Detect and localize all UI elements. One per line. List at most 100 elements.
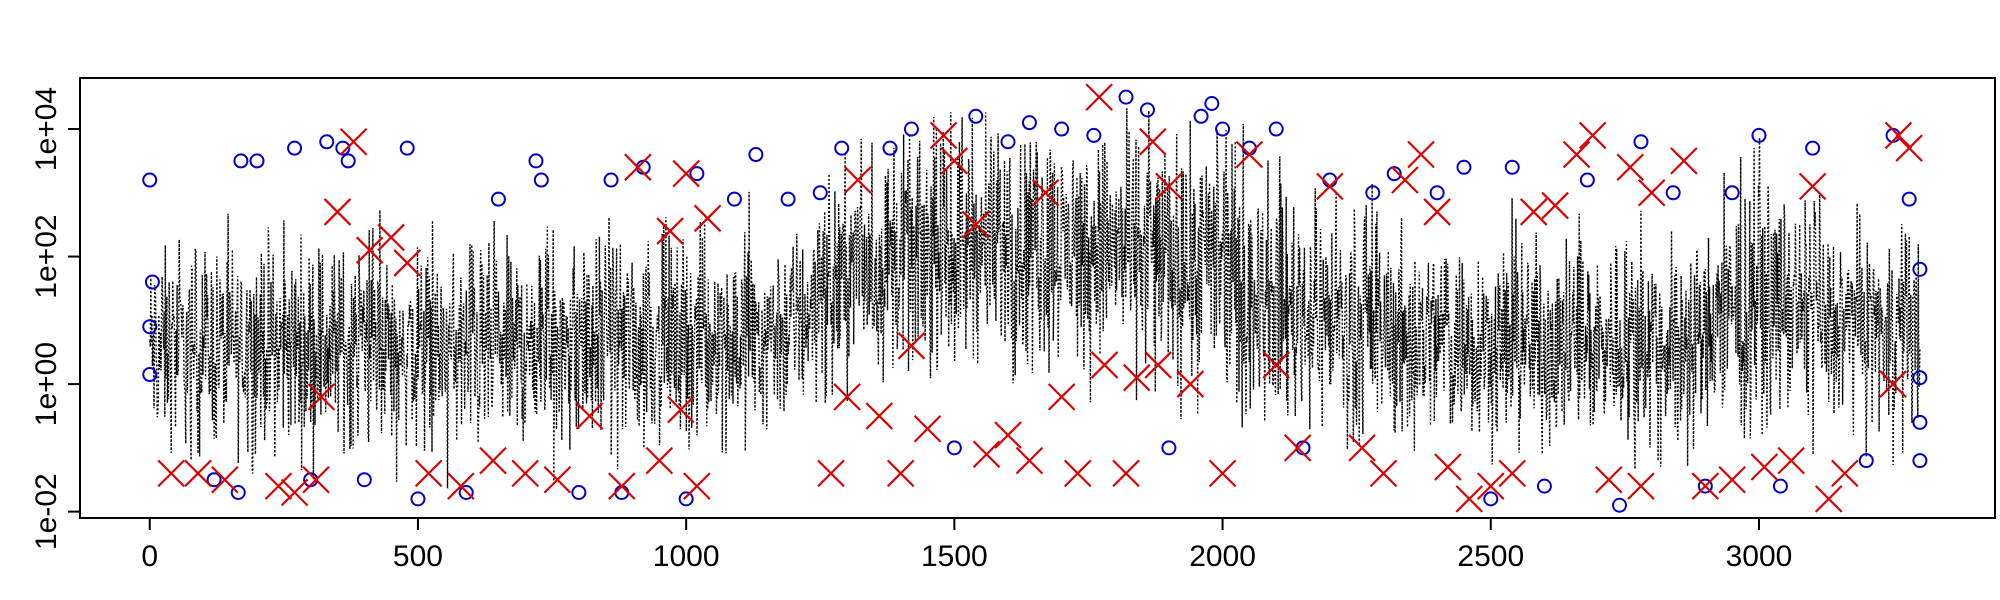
x-tick-label: 500 bbox=[393, 540, 443, 573]
circle-point-31 bbox=[882, 140, 898, 156]
circle-point-33 bbox=[946, 440, 962, 456]
circle-point-52 bbox=[1456, 159, 1472, 175]
cross-point-24 bbox=[683, 472, 711, 500]
cross-point-76 bbox=[1777, 446, 1805, 475]
cross-point-51 bbox=[1235, 140, 1264, 169]
cross-point-70 bbox=[1627, 472, 1655, 500]
cross-point-25 bbox=[693, 204, 722, 233]
circle-point-41 bbox=[1161, 440, 1177, 456]
cross-point-31 bbox=[897, 332, 926, 360]
circle-point-21 bbox=[603, 172, 619, 188]
cross-point-20 bbox=[645, 446, 674, 475]
circle-point-17 bbox=[490, 191, 506, 207]
cross-point-23 bbox=[672, 159, 700, 188]
series-cross-markers bbox=[157, 83, 1923, 513]
cross-point-5 bbox=[302, 465, 330, 494]
x-tick-label: 2000 bbox=[1189, 540, 1256, 573]
circle-point-10 bbox=[319, 134, 335, 150]
cross-point-9 bbox=[355, 236, 384, 264]
cross-point-62 bbox=[1476, 472, 1505, 500]
circle-point-20 bbox=[571, 484, 587, 500]
circle-point-32 bbox=[903, 121, 919, 137]
cross-point-29 bbox=[865, 402, 894, 430]
line-segment-7 bbox=[1275, 156, 1439, 451]
circle-point-34 bbox=[968, 108, 984, 124]
cross-point-56 bbox=[1369, 459, 1398, 488]
circle-point-37 bbox=[1054, 121, 1070, 137]
circle-point-55 bbox=[1536, 478, 1552, 494]
circle-point-44 bbox=[1215, 121, 1231, 137]
circle-point-59 bbox=[1665, 185, 1681, 201]
circle-point-15 bbox=[410, 491, 426, 507]
series-dotted-line bbox=[149, 108, 1921, 489]
x-tick-label: 2500 bbox=[1457, 540, 1524, 573]
cross-point-22 bbox=[667, 395, 695, 424]
circle-point-30 bbox=[834, 140, 850, 156]
circle-point-43 bbox=[1204, 96, 1220, 112]
circle-point-0 bbox=[142, 172, 158, 188]
circle-point-25 bbox=[689, 166, 705, 182]
circle-point-7 bbox=[249, 153, 265, 169]
x-tick-label: 1000 bbox=[653, 540, 720, 573]
circle-point-53 bbox=[1483, 491, 1499, 507]
cross-point-38 bbox=[1015, 446, 1044, 475]
cross-point-6 bbox=[307, 383, 336, 411]
circle-point-6 bbox=[233, 153, 249, 169]
circle-point-71 bbox=[1912, 453, 1928, 469]
circle-point-35 bbox=[1000, 134, 1016, 150]
x-tick-label: 3000 bbox=[1726, 540, 1793, 573]
circle-point-2 bbox=[142, 319, 158, 335]
cross-point-54 bbox=[1316, 172, 1344, 201]
circle-point-39 bbox=[1118, 89, 1134, 105]
line-segment-10 bbox=[1758, 138, 1921, 466]
cross-point-49 bbox=[1176, 370, 1205, 398]
circle-point-54 bbox=[1504, 159, 1520, 175]
circle-point-63 bbox=[1772, 478, 1788, 494]
circle-point-12 bbox=[340, 153, 356, 169]
cross-point-16 bbox=[543, 465, 572, 494]
cross-point-77 bbox=[1798, 172, 1827, 201]
cross-point-19 bbox=[624, 153, 652, 182]
circle-point-51 bbox=[1429, 185, 1445, 201]
cross-point-47 bbox=[1144, 351, 1172, 379]
y-axis: 1e-02 1e+00 1e+02 1e+04 bbox=[30, 87, 80, 550]
cross-point-0 bbox=[157, 459, 185, 488]
circle-point-46 bbox=[1268, 121, 1284, 137]
circle-point-28 bbox=[780, 191, 796, 207]
line-segment-8 bbox=[1436, 198, 1600, 465]
circle-point-3 bbox=[144, 274, 160, 290]
circle-point-38 bbox=[1086, 127, 1102, 143]
line-segment-3 bbox=[632, 191, 795, 454]
line-segment-4 bbox=[792, 112, 956, 404]
cross-point-73 bbox=[1691, 472, 1720, 500]
line-segment-2 bbox=[471, 217, 634, 484]
circle-point-56 bbox=[1579, 172, 1595, 188]
cross-point-11 bbox=[393, 249, 421, 277]
cross-point-36 bbox=[972, 440, 1001, 469]
cross-point-71 bbox=[1637, 179, 1666, 207]
cross-point-28 bbox=[844, 166, 872, 194]
cross-point-60 bbox=[1434, 453, 1462, 481]
circle-point-13 bbox=[356, 472, 372, 488]
cross-point-44 bbox=[1112, 459, 1140, 488]
cross-point-12 bbox=[414, 459, 443, 488]
cross-point-42 bbox=[1085, 83, 1113, 111]
cross-point-21 bbox=[656, 217, 684, 245]
cross-point-14 bbox=[479, 446, 507, 475]
cross-point-74 bbox=[1718, 465, 1746, 494]
circle-point-36 bbox=[1021, 115, 1037, 131]
cross-point-69 bbox=[1616, 153, 1645, 182]
circle-point-58 bbox=[1633, 134, 1649, 150]
cross-point-61 bbox=[1455, 485, 1484, 513]
cross-point-46 bbox=[1139, 127, 1167, 156]
cross-point-67 bbox=[1578, 121, 1607, 150]
circle-point-24 bbox=[678, 491, 694, 507]
cross-point-26 bbox=[817, 459, 845, 488]
line-segment-6 bbox=[1114, 108, 1278, 428]
y-tick-label: 1e+02 bbox=[30, 214, 63, 298]
circle-point-61 bbox=[1724, 185, 1740, 201]
cross-point-15 bbox=[511, 459, 540, 488]
cross-point-82 bbox=[1895, 134, 1923, 162]
cross-point-13 bbox=[447, 472, 475, 500]
